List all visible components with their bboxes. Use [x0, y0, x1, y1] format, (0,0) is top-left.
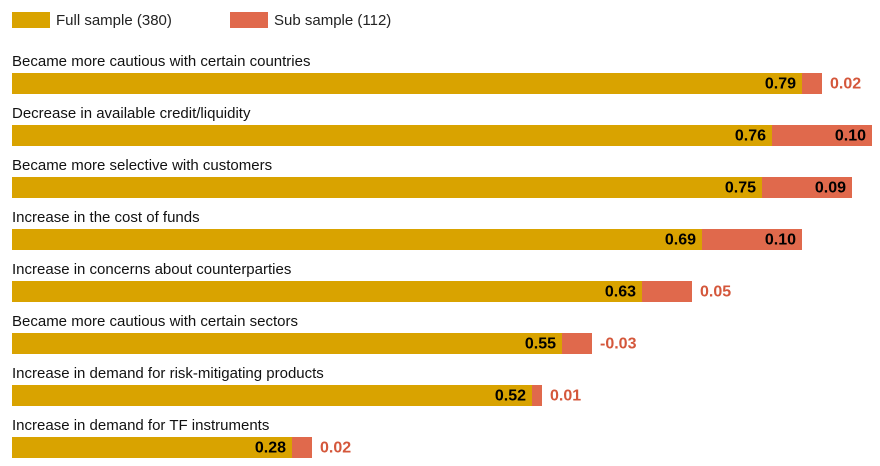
bar-segment	[12, 229, 702, 250]
bar-segment	[12, 281, 642, 302]
category-label: Became more cautious with certain sector…	[12, 313, 298, 330]
category-label: Became more selective with customers	[12, 157, 272, 174]
bar-segment	[562, 333, 592, 354]
bar-segment	[292, 437, 312, 458]
bar-segment	[12, 125, 772, 146]
legend-label: Sub sample (112)	[274, 12, 391, 29]
bar-segment	[12, 73, 802, 94]
bar-segment	[772, 125, 872, 146]
value-label: 0.52	[495, 388, 526, 405]
value-label: 0.10	[835, 128, 866, 145]
value-label: 0.63	[605, 284, 636, 301]
value-label: 0.69	[665, 232, 696, 249]
bar-segment	[12, 437, 292, 458]
bar-segment	[762, 177, 852, 198]
category-label: Increase in concerns about counterpartie…	[12, 261, 291, 278]
bar-segment	[642, 281, 692, 302]
category-label: Decrease in available credit/liquidity	[12, 105, 251, 122]
value-label: 0.79	[765, 76, 796, 93]
value-label: 0.02	[320, 440, 351, 457]
value-label: 0.10	[765, 232, 796, 249]
bar-segment	[532, 385, 542, 406]
value-label: 0.55	[525, 336, 556, 353]
value-label: -0.03	[600, 336, 637, 353]
legend-swatch	[12, 12, 50, 28]
value-label: 0.28	[255, 440, 286, 457]
legend-label: Full sample (380)	[56, 12, 172, 29]
value-label: 0.09	[815, 180, 846, 197]
bar-segment	[12, 333, 562, 354]
category-label: Became more cautious with certain countr…	[12, 53, 310, 70]
bar-segment	[12, 385, 532, 406]
bar-segment	[702, 229, 802, 250]
value-label: 0.76	[735, 128, 766, 145]
bar-segment	[12, 177, 762, 198]
value-label: 0.02	[830, 76, 861, 93]
category-label: Increase in demand for risk-mitigating p…	[12, 365, 324, 382]
category-label: Increase in the cost of funds	[12, 209, 200, 226]
category-label: Increase in demand for TF instruments	[12, 417, 269, 434]
value-label: 0.05	[700, 284, 731, 301]
legend-swatch	[230, 12, 268, 28]
bar-segment	[802, 73, 822, 94]
value-label: 0.75	[725, 180, 756, 197]
value-label: 0.01	[550, 388, 581, 405]
